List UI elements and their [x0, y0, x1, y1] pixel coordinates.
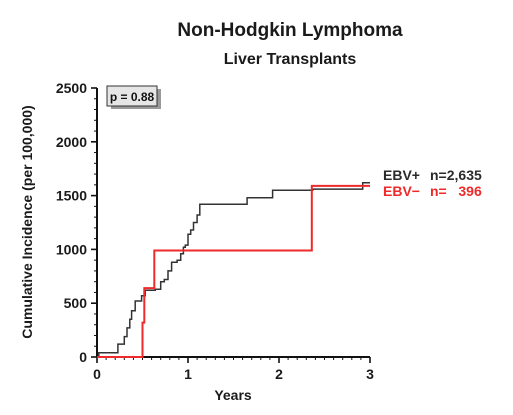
legend-series-n: n= 396 [430, 183, 482, 199]
y-tick-label: 0 [79, 349, 87, 365]
y-tick-label: 500 [64, 295, 88, 311]
y-tick-label: 2500 [56, 80, 87, 96]
series-line-ebv-negative [97, 184, 370, 358]
legend-series-name: EBV− [383, 183, 420, 199]
y-tick-label: 1000 [56, 241, 87, 257]
p-value-text: p = 0.88 [110, 90, 155, 104]
chart-subtitle: Liver Transplants [224, 51, 357, 68]
y-tick-label: 2000 [56, 134, 87, 150]
axes [96, 88, 370, 358]
legend: EBV+ n=2,635 EBV− n= 396 [383, 167, 482, 199]
x-axis-title: Years [214, 387, 252, 403]
y-tick-label: 1500 [56, 188, 87, 204]
legend-series-name: EBV+ [383, 167, 420, 183]
series-line-ebv-positive [97, 181, 370, 358]
x-tick-label: 2 [275, 366, 283, 382]
x-tick-label: 3 [366, 366, 374, 382]
y-axis-ticks: 0 500 1000 1500 2000 2500 [56, 80, 97, 365]
legend-series-n: n=2,635 [430, 167, 482, 183]
x-tick-label: 1 [184, 366, 192, 382]
series-lines [97, 181, 370, 358]
chart-title: Non-Hodgkin Lymphoma [177, 20, 403, 41]
x-axis-ticks: 0 1 2 3 [93, 357, 374, 382]
y-axis-title: Cumulative Incidence (per 100,000) [19, 105, 35, 338]
x-tick-label: 0 [93, 366, 101, 382]
p-value-box: p = 0.88 [106, 85, 161, 109]
